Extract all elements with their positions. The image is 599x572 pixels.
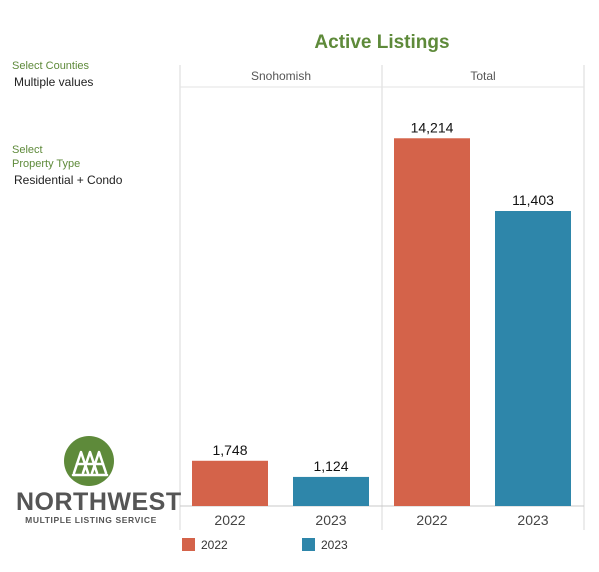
x-tick-label-snohomish-2023: 2023: [315, 512, 346, 528]
tree-icon: [64, 436, 114, 486]
logo-wordmark: NORTHWEST: [16, 488, 182, 516]
data-label-total-2022: 14,214: [411, 119, 454, 135]
logo-subtitle: MULTIPLE LISTING SERVICE: [25, 515, 157, 525]
data-label-snohomish-2023: 1,124: [313, 458, 348, 474]
chart-bars: 1,748 2022 1,124 2023 14,214 2022 11,403 2023: [192, 119, 571, 528]
legend-item-2022: 2022: [182, 538, 228, 552]
legend-label-2023: 2023: [321, 538, 348, 552]
chart-title: Active Listings: [314, 32, 450, 53]
nwmls-logo: NORTHWEST MULTIPLE LISTING SERVICE: [16, 436, 182, 528]
bar-snohomish-2023: [293, 476, 369, 506]
legend-swatch-2022: [182, 538, 195, 551]
data-label-snohomish-2022: 1,748: [212, 442, 247, 458]
x-tick-label-total-2022: 2022: [416, 512, 447, 528]
property-type-filter-label-line1: Select: [12, 144, 43, 156]
x-tick-label-total-2023: 2023: [517, 512, 548, 528]
counties-filter-value[interactable]: Multiple values: [14, 75, 94, 89]
bar-total-2022: [394, 138, 470, 506]
counties-filter-label: Select Counties: [12, 60, 90, 72]
bar-snohomish-2022: [192, 460, 268, 506]
panel-header-total: Total: [470, 69, 496, 83]
x-tick-label-snohomish-2022: 2022: [214, 512, 245, 528]
panel-header-snohomish: Snohomish: [250, 69, 312, 83]
legend-swatch-2023: [302, 538, 315, 551]
data-label-total-2023: 11,403: [512, 192, 554, 208]
bar-total-2023: [495, 210, 571, 507]
legend-label-2022: 2022: [201, 538, 228, 552]
legend-item-2023: 2023: [302, 538, 348, 552]
property-type-filter-label-line2: Property Type: [12, 158, 81, 170]
property-type-filter-value[interactable]: Residential + Condo: [14, 173, 123, 187]
